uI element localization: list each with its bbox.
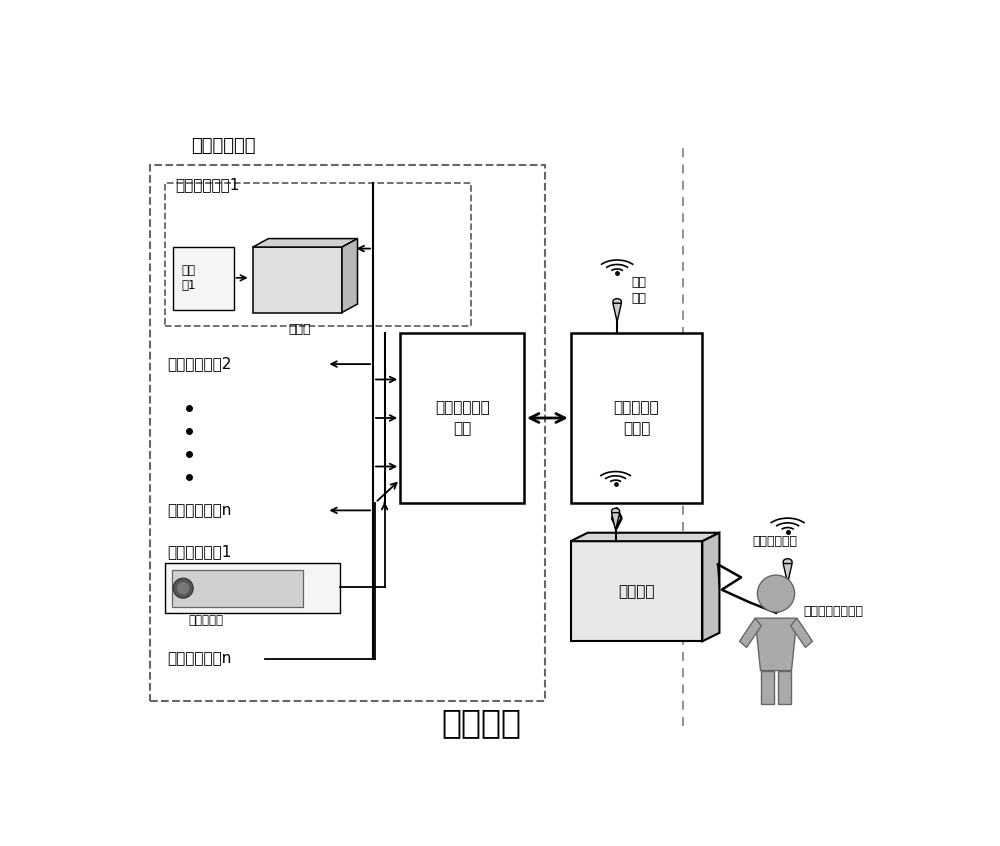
Ellipse shape (612, 508, 620, 514)
Polygon shape (613, 303, 621, 321)
Polygon shape (612, 513, 620, 530)
Bar (173, 247, 234, 310)
Polygon shape (571, 541, 702, 641)
Text: 传感
器1: 传感 器1 (182, 264, 196, 292)
Ellipse shape (613, 299, 621, 305)
Ellipse shape (783, 558, 792, 565)
Circle shape (757, 575, 795, 612)
Polygon shape (571, 533, 719, 541)
Text: 信号采集模块2: 信号采集模块2 (168, 357, 232, 371)
Bar (172, 569, 303, 607)
Text: 数据接入交换
单元: 数据接入交换 单元 (435, 400, 490, 436)
Text: 地面远端控制中心: 地面远端控制中心 (803, 605, 863, 618)
Bar (165, 183, 471, 326)
Circle shape (173, 578, 193, 598)
Polygon shape (253, 247, 342, 312)
Bar (150, 166, 545, 700)
Polygon shape (778, 671, 791, 705)
Circle shape (177, 582, 189, 595)
Polygon shape (740, 618, 761, 647)
Text: 舰上部分: 舰上部分 (442, 706, 522, 739)
Bar (400, 333, 524, 503)
Polygon shape (342, 239, 358, 312)
Bar (571, 333, 702, 503)
Text: 变换器: 变换器 (288, 322, 311, 336)
Text: 图像采集模块1: 图像采集模块1 (168, 544, 232, 558)
Polygon shape (702, 533, 719, 641)
Polygon shape (755, 618, 797, 671)
Text: 信号采集模块1: 信号采集模块1 (175, 178, 240, 192)
Text: 信号采集模块n: 信号采集模块n (168, 503, 232, 518)
Text: 卫通无线链路: 卫通无线链路 (753, 535, 798, 547)
Text: 测量采集单元: 测量采集单元 (191, 137, 255, 155)
Text: 数据存储回
收单元: 数据存储回 收单元 (614, 400, 659, 436)
Polygon shape (783, 563, 792, 583)
Bar (165, 563, 340, 613)
Polygon shape (253, 239, 358, 247)
Text: 图像采集模块n: 图像采集模块n (168, 651, 232, 667)
Polygon shape (761, 671, 774, 705)
Text: 网络摄像机: 网络摄像机 (189, 614, 224, 628)
Text: 无线
定位: 无线 定位 (631, 277, 646, 305)
Polygon shape (791, 618, 812, 647)
Text: 卫通设备: 卫通设备 (618, 584, 655, 599)
